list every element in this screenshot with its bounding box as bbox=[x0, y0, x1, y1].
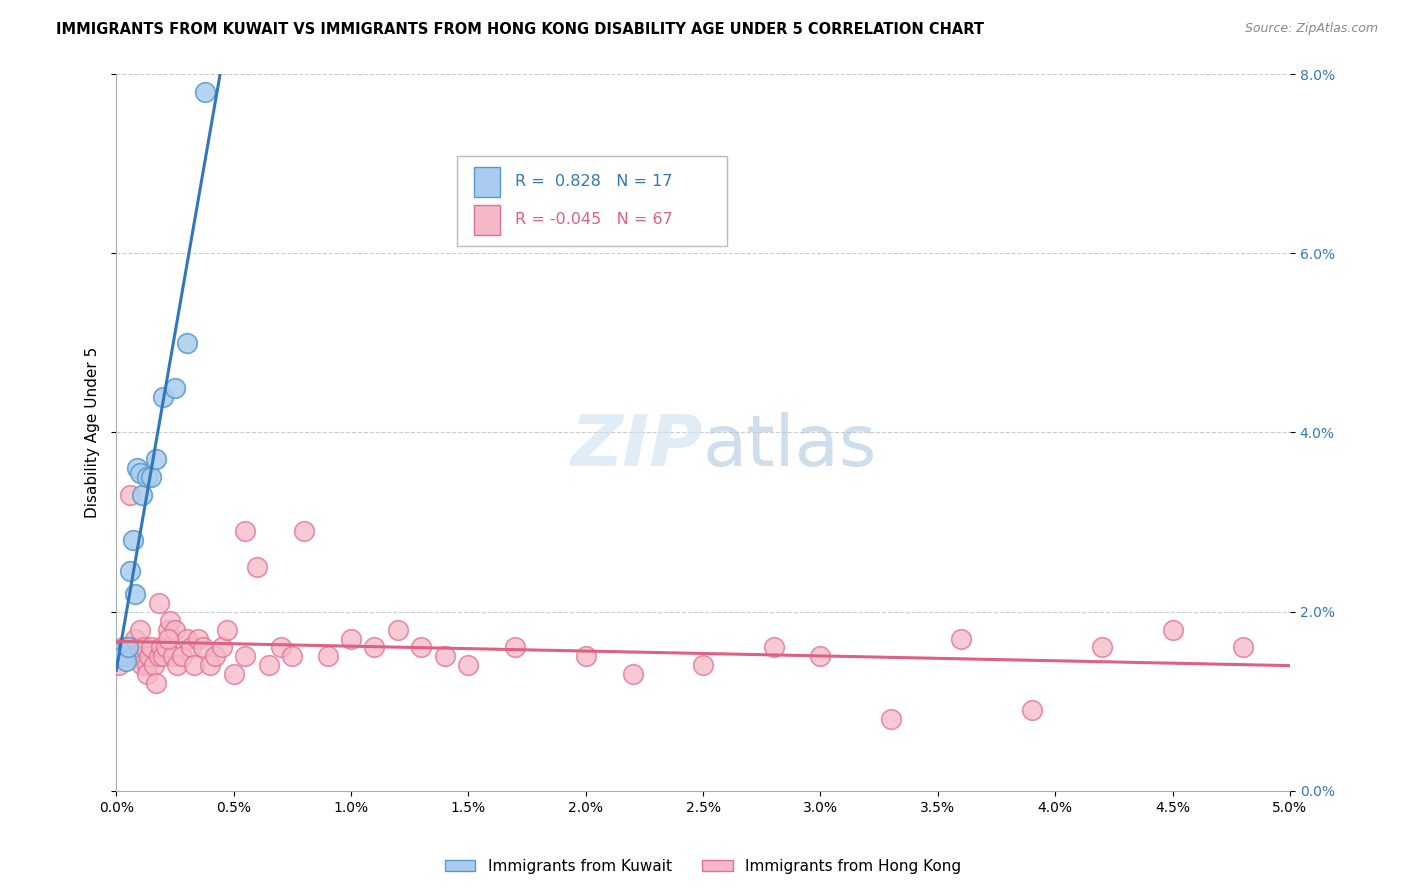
Point bbox=[121, 640, 143, 655]
Point bbox=[1091, 640, 1114, 655]
Point bbox=[281, 649, 304, 664]
Point bbox=[112, 649, 135, 664]
Point bbox=[340, 632, 363, 646]
Text: IMMIGRANTS FROM KUWAIT VS IMMIGRANTS FROM HONG KONG DISABILITY AGE UNDER 5 CORRE: IMMIGRANTS FROM KUWAIT VS IMMIGRANTS FRO… bbox=[56, 22, 984, 37]
Point bbox=[127, 649, 149, 664]
Point bbox=[211, 640, 233, 655]
Point bbox=[134, 640, 156, 655]
Point bbox=[166, 658, 188, 673]
Point bbox=[131, 488, 153, 502]
Point bbox=[1161, 623, 1184, 637]
Point bbox=[692, 658, 714, 673]
Point bbox=[222, 667, 245, 681]
Point bbox=[191, 640, 214, 655]
Bar bbox=[474, 167, 501, 197]
Point bbox=[155, 640, 177, 655]
Text: atlas: atlas bbox=[703, 412, 877, 482]
Text: ZIP: ZIP bbox=[571, 412, 703, 482]
Point bbox=[810, 649, 832, 664]
Text: R = -0.045   N = 67: R = -0.045 N = 67 bbox=[516, 212, 673, 227]
Point bbox=[950, 632, 973, 646]
Point bbox=[621, 667, 644, 681]
Point bbox=[176, 632, 198, 646]
Point bbox=[120, 488, 142, 502]
Text: Source: ZipAtlas.com: Source: ZipAtlas.com bbox=[1244, 22, 1378, 36]
Point bbox=[270, 640, 292, 655]
Point bbox=[124, 649, 146, 664]
Point bbox=[148, 649, 170, 664]
Point bbox=[215, 623, 238, 637]
Point bbox=[110, 645, 132, 659]
Point bbox=[194, 85, 217, 99]
Point bbox=[235, 524, 257, 538]
Point bbox=[107, 658, 129, 673]
Point bbox=[575, 649, 598, 664]
Point bbox=[131, 658, 153, 673]
Point bbox=[246, 559, 269, 574]
Point bbox=[235, 649, 257, 664]
Point bbox=[187, 632, 209, 646]
Point bbox=[387, 623, 409, 637]
Point bbox=[149, 640, 172, 655]
Point bbox=[135, 667, 157, 681]
Point bbox=[135, 658, 157, 673]
Point bbox=[152, 649, 174, 664]
Point bbox=[124, 632, 146, 646]
Bar bbox=[474, 205, 501, 235]
Text: R =  0.828   N = 17: R = 0.828 N = 17 bbox=[516, 174, 673, 189]
Point bbox=[163, 623, 186, 637]
Point bbox=[128, 623, 150, 637]
Point bbox=[198, 658, 221, 673]
Point bbox=[110, 649, 132, 664]
Point bbox=[257, 658, 280, 673]
Point bbox=[363, 640, 385, 655]
Point bbox=[121, 533, 143, 547]
Y-axis label: Disability Age Under 5: Disability Age Under 5 bbox=[86, 347, 100, 518]
Point bbox=[145, 676, 167, 690]
Point bbox=[204, 649, 226, 664]
Point bbox=[505, 640, 527, 655]
Point bbox=[183, 658, 205, 673]
Point bbox=[411, 640, 433, 655]
Point bbox=[124, 587, 146, 601]
Point bbox=[141, 470, 163, 484]
Point bbox=[117, 649, 139, 664]
Point bbox=[762, 640, 785, 655]
Point bbox=[138, 649, 160, 664]
Point bbox=[107, 645, 129, 659]
Point bbox=[1021, 703, 1043, 717]
Point bbox=[176, 335, 198, 350]
FancyBboxPatch shape bbox=[457, 156, 727, 246]
Point bbox=[114, 654, 136, 668]
Point bbox=[120, 564, 142, 578]
Point bbox=[156, 623, 179, 637]
Legend: Immigrants from Kuwait, Immigrants from Hong Kong: Immigrants from Kuwait, Immigrants from … bbox=[439, 853, 967, 880]
Point bbox=[135, 470, 157, 484]
Point bbox=[117, 640, 139, 655]
Point bbox=[880, 712, 903, 726]
Point bbox=[128, 466, 150, 480]
Point bbox=[1232, 640, 1254, 655]
Point bbox=[156, 632, 179, 646]
Point bbox=[163, 381, 186, 395]
Point bbox=[142, 658, 165, 673]
Point bbox=[292, 524, 315, 538]
Point bbox=[180, 640, 202, 655]
Point bbox=[112, 640, 135, 655]
Point bbox=[159, 614, 181, 628]
Point bbox=[141, 640, 163, 655]
Point bbox=[162, 649, 184, 664]
Point bbox=[170, 649, 193, 664]
Point bbox=[457, 658, 479, 673]
Point bbox=[316, 649, 339, 664]
Point bbox=[433, 649, 456, 664]
Point bbox=[152, 390, 174, 404]
Point bbox=[148, 596, 170, 610]
Point bbox=[127, 461, 149, 475]
Point bbox=[145, 452, 167, 467]
